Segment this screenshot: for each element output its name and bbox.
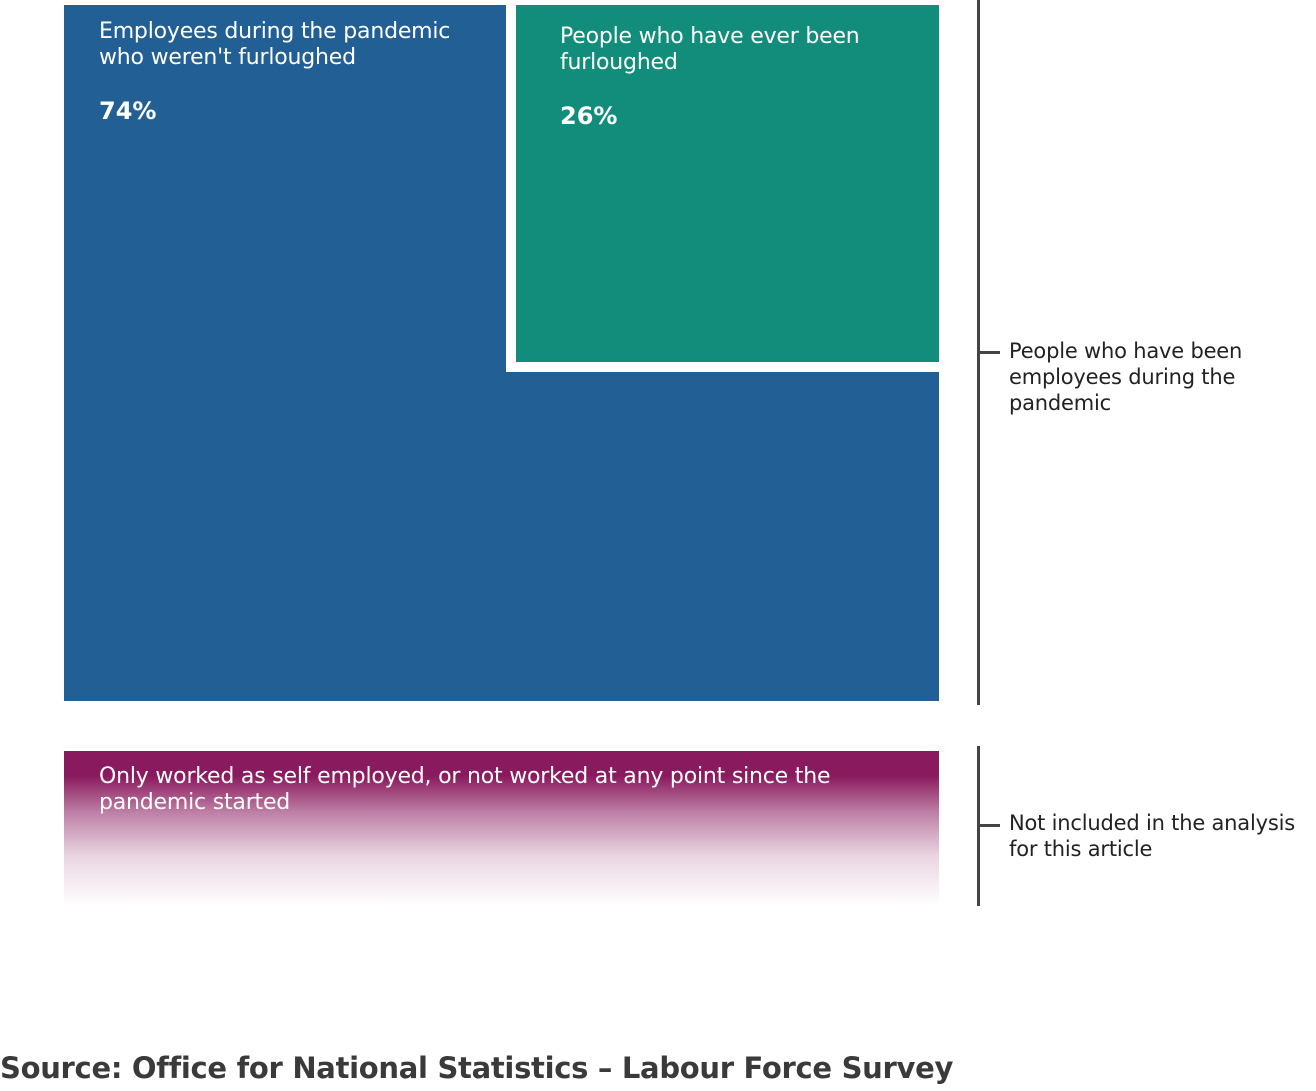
ever-furloughed-percent: 26% <box>560 102 618 130</box>
ever-furloughed-block: People who have ever been furloughed 26% <box>506 0 944 372</box>
ever-furloughed-label: People who have ever been furloughed <box>560 24 860 75</box>
excluded-bracket-label: Not included in the analysis for this ar… <box>1009 811 1295 861</box>
employees-bracket-label: People who have been employees during th… <box>1009 339 1243 415</box>
excluded-population-label: Only worked as self employed, or not wor… <box>99 764 831 815</box>
employees-not-furloughed-label: Employees during the pandemic who weren'… <box>99 19 451 70</box>
excluded-bracket-line <box>977 746 980 906</box>
excluded-bracket-tick <box>980 824 1000 827</box>
excluded-population-block: Only worked as self employed, or not wor… <box>64 751 939 906</box>
employees-bracket-tick <box>980 351 1000 354</box>
source-note: Source: Office for National Statistics –… <box>0 1051 954 1085</box>
ever-furloughed-fill <box>516 5 939 362</box>
employees-not-furloughed-percent: 74% <box>99 97 157 125</box>
employees-bracket-line <box>977 0 980 705</box>
